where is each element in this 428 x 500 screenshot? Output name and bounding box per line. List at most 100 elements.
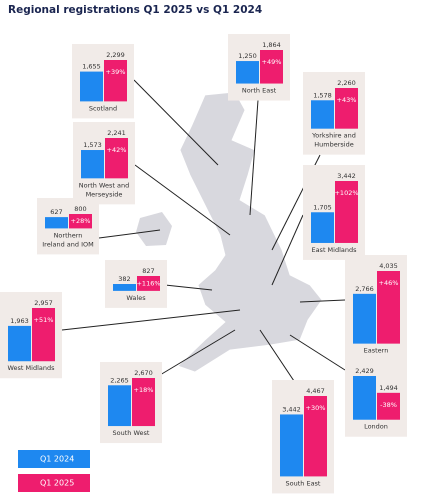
change-label: +42% [107, 146, 127, 154]
bar [260, 50, 283, 84]
region: 1,655 2,299 +39% Scotland [72, 44, 134, 119]
change-label: +102% [334, 189, 358, 197]
value-label: 4,035 [379, 262, 398, 270]
bar [69, 214, 92, 229]
value-label: 1,494 [379, 384, 398, 392]
change-label: +49% [262, 58, 282, 66]
change-label: +30% [306, 404, 326, 412]
value-label: 827 [142, 267, 154, 275]
change-label: +51% [34, 316, 54, 324]
bar [104, 60, 127, 102]
connector [98, 229, 161, 239]
bar [81, 150, 104, 179]
value-label: 2,265 [110, 376, 129, 384]
region-name: Yorkshire and [311, 132, 356, 140]
value-label: 2,670 [134, 369, 153, 377]
region-name: South East [286, 479, 321, 487]
map [136, 91, 323, 373]
bar [353, 376, 376, 420]
title: Regional registrations Q1 2025 vs Q1 202… [8, 4, 262, 16]
region: 1,963 2,957 +51% West Midlands [0, 292, 62, 379]
value-label: 800 [74, 205, 86, 213]
value-label: 3,442 [282, 405, 301, 413]
region-name: West Midlands [7, 364, 55, 372]
change-label: +18% [134, 386, 154, 394]
region-name: North West and [79, 181, 130, 189]
northern-ireland [136, 212, 172, 246]
bar [32, 308, 55, 362]
value-label: 2,299 [106, 51, 125, 59]
region: 2,429 1,494 -38% London [345, 360, 407, 437]
legend-swatch [18, 450, 90, 468]
value-label: 1,578 [313, 91, 332, 99]
region: 2,766 4,035 +46% Eastern [345, 255, 407, 361]
region-name: Scotland [89, 104, 117, 112]
region-name: Ireland and IOM [42, 240, 93, 248]
value-label: 1,573 [83, 141, 102, 149]
value-label: 1,250 [238, 52, 257, 60]
legend-swatch [18, 474, 90, 492]
region-name: North East [242, 87, 277, 95]
connector [271, 214, 304, 286]
region: 382 827 +116% Wales [105, 260, 167, 308]
bar [236, 61, 259, 84]
connector [299, 299, 346, 303]
region-name: Northern [54, 231, 83, 239]
connector [61, 309, 241, 331]
bar [132, 378, 155, 427]
value-label: 627 [50, 208, 62, 216]
bar [105, 138, 128, 179]
legend-label: Q1 2025 [40, 479, 74, 488]
value-label: 1,864 [262, 41, 281, 49]
connector [249, 99, 259, 216]
bar [8, 325, 31, 362]
connector [134, 164, 231, 236]
bar [80, 71, 103, 102]
connector [289, 334, 346, 371]
region: 1,705 3,442 +102% East Midlands [303, 165, 365, 260]
region-name: Merseyside [86, 190, 123, 198]
value-label: 2,429 [355, 367, 374, 375]
change-label: +28% [71, 217, 91, 225]
value-label: 2,957 [34, 299, 53, 307]
region-name: East Midlands [311, 246, 357, 254]
great-britain [177, 91, 323, 373]
region-name: Wales [126, 294, 146, 302]
change-label: +43% [337, 96, 357, 104]
bar [353, 293, 376, 344]
bar [45, 217, 68, 229]
region-name: South West [113, 429, 150, 437]
bar [335, 181, 358, 243]
value-label: 1,655 [82, 63, 101, 71]
region: 1,250 1,864 +49% North East [228, 34, 290, 101]
value-label: 1,963 [10, 317, 29, 325]
value-label: 2,241 [107, 129, 126, 137]
change-label: +46% [379, 279, 399, 287]
value-label: 1,705 [313, 203, 332, 211]
region-name: Humberside [314, 141, 353, 149]
value-label: 2,260 [337, 79, 356, 87]
change-label: +116% [136, 279, 160, 287]
bar [311, 100, 334, 129]
region-boxes: 1,655 2,299 +39% Scotland 1,250 1,864 +49% Nort… [0, 34, 407, 494]
bar [311, 212, 334, 243]
bar [137, 276, 160, 291]
connector [164, 284, 213, 291]
change-label: +39% [106, 68, 126, 76]
bar [108, 385, 131, 427]
legend: Q1 2024 Q1 2025 [18, 450, 90, 492]
value-label: 382 [118, 275, 130, 283]
connector [159, 329, 236, 376]
bar [377, 271, 400, 344]
bar [377, 392, 400, 420]
bar [280, 414, 303, 477]
connector [133, 79, 219, 166]
value-label: 2,766 [355, 285, 374, 293]
value-label: 4,467 [306, 387, 325, 395]
legend-label: Q1 2024 [40, 455, 74, 464]
bar [113, 284, 136, 291]
